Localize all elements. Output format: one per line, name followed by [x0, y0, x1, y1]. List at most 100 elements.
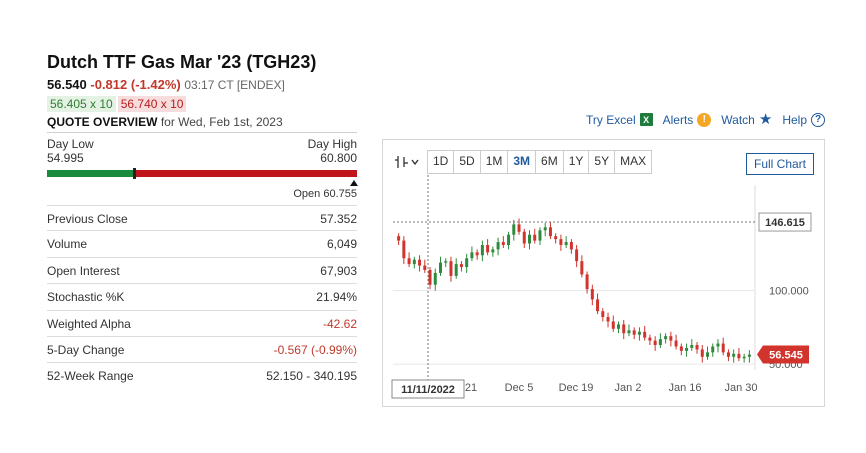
candle-body [548, 227, 552, 237]
price-chart: 100.000 50.000 146.615 56.545 21 Dec 5 Dec 19 J… [382, 139, 825, 407]
stats-row: Stochastic %K 21.94% [47, 284, 357, 311]
stats-label: Previous Close [47, 212, 128, 226]
try-excel-link[interactable]: Try Excel X [586, 113, 653, 127]
quote-overview-label: QUOTE OVERVIEW [47, 115, 158, 129]
stats-value: 67,903 [320, 263, 357, 278]
stats-value: -42.62 [322, 316, 357, 331]
candle-body [669, 336, 673, 341]
candle-body [439, 262, 442, 273]
stats-label: Volume [47, 237, 88, 252]
tab-max[interactable]: MAX [614, 151, 651, 173]
candle-body [706, 352, 709, 357]
tab-3m[interactable]: 3M [507, 151, 535, 173]
candle-body [653, 340, 657, 345]
candle-body [611, 321, 615, 329]
day-high-value: 60.800 [320, 151, 357, 165]
day-low-value: 54.995 [47, 151, 84, 165]
candle-body [590, 289, 594, 300]
candle-body [737, 353, 741, 359]
crosshair-value: 146.615 [765, 217, 805, 229]
stats-row: Volume 6,049 [47, 231, 357, 258]
stats-label: Stochastic %K [47, 290, 125, 305]
candle-body [679, 346, 683, 351]
candle-body [747, 354, 751, 357]
stats-table: Previous Close 57.352 Volume 6,049 Open Inte… [47, 205, 357, 390]
bid-ask: 56.405 x 10 56.740 x 10 [47, 96, 187, 112]
candle-body [627, 330, 631, 334]
candle-body [711, 346, 715, 353]
tab-6m[interactable]: 6M [535, 151, 563, 173]
candle-body [695, 345, 699, 350]
last-price-marker [132, 168, 136, 179]
candle-body [418, 259, 422, 266]
tab-1y[interactable]: 1Y [562, 151, 589, 173]
page-title: Dutch TTF Gas Mar '23 (TGH23) [47, 52, 317, 72]
candle-body [465, 258, 469, 268]
stats-value: 6,049 [326, 237, 357, 252]
ask-badge: 56.740 x 10 [117, 96, 187, 112]
candle-body [496, 242, 500, 250]
help-label: Help [782, 112, 807, 127]
stats-value: 21.94% [316, 290, 357, 305]
watch-label: Watch [721, 112, 755, 127]
candle-body [423, 265, 427, 270]
candle-body [742, 356, 746, 359]
stats-value: -0.567 (-0.99%) [273, 342, 357, 357]
try-excel-label: Try Excel [586, 112, 636, 127]
candle-body [559, 239, 563, 245]
day-low-label: Day Low [47, 137, 94, 151]
candle-body [721, 343, 725, 353]
full-chart-button[interactable]: Full Chart [745, 153, 814, 175]
last-value-pointer [757, 345, 763, 364]
stats-value: 57.352 [320, 212, 357, 226]
candle-body [617, 324, 620, 329]
day-range-fill [47, 170, 134, 177]
top-links: Try Excel X Alerts ! Watch ★ Help ? [586, 112, 825, 127]
help-link[interactable]: Help ? [782, 112, 825, 127]
candle-body [428, 270, 432, 285]
candle-body [732, 353, 736, 357]
x-tick-label: 21 [465, 382, 477, 394]
tab-5y[interactable]: 5Y [588, 151, 614, 173]
candle-body [407, 258, 411, 265]
candle-body [533, 234, 537, 241]
candle-body [685, 347, 689, 351]
timestamp-exchange: 03:17 CT [ENDEX] [184, 78, 285, 92]
tab-1d[interactable]: 1D [433, 154, 449, 168]
candle-body [585, 274, 589, 290]
candle-body [486, 245, 490, 253]
chart-type-selector[interactable] [395, 155, 419, 169]
x-tick-label: Dec 19 [559, 382, 594, 394]
quote-overview-heading: QUOTE OVERVIEW for Wed, Feb 1st, 2023 [47, 115, 283, 129]
alerts-link[interactable]: Alerts ! [663, 112, 712, 127]
candle-body [664, 336, 668, 340]
candle-body [507, 234, 511, 245]
day-range-bar [47, 168, 357, 179]
candle-body [412, 259, 416, 265]
candle-body [402, 240, 406, 259]
stats-row: Previous Close 57.352 [47, 205, 357, 232]
candle-body [475, 252, 479, 256]
tab-5d[interactable]: 5D [453, 151, 479, 173]
candle-body [575, 249, 579, 262]
y-tick-label: 100.000 [769, 286, 809, 298]
last-price: 56.540 [47, 77, 87, 92]
stats-row: 5-Day Change -0.567 (-0.99%) [47, 337, 357, 364]
excel-icon: X [639, 113, 653, 126]
quote-overview-date: for Wed, Feb 1st, 2023 [160, 115, 283, 129]
candle-body [459, 264, 463, 268]
last-value: 56.545 [769, 349, 803, 361]
candle-body [397, 236, 401, 241]
price-line: 56.540 -0.812 (-1.42%) 03:17 CT [ENDEX] [47, 77, 285, 92]
candle-body [543, 227, 547, 231]
stats-label: 52-Week Range [47, 369, 134, 384]
watch-link[interactable]: Watch ★ [721, 112, 772, 127]
tab-1m[interactable]: 1M [479, 151, 508, 173]
candle-body [517, 224, 521, 232]
candle-body [470, 252, 474, 259]
x-tick-label: Jan 16 [668, 382, 701, 394]
period-tabs: 1D 5D 1M 3M 6M 1Y 5Y MAX [427, 150, 653, 174]
stats-row: Weighted Alpha -42.62 [47, 311, 357, 337]
candle-body [501, 242, 505, 245]
